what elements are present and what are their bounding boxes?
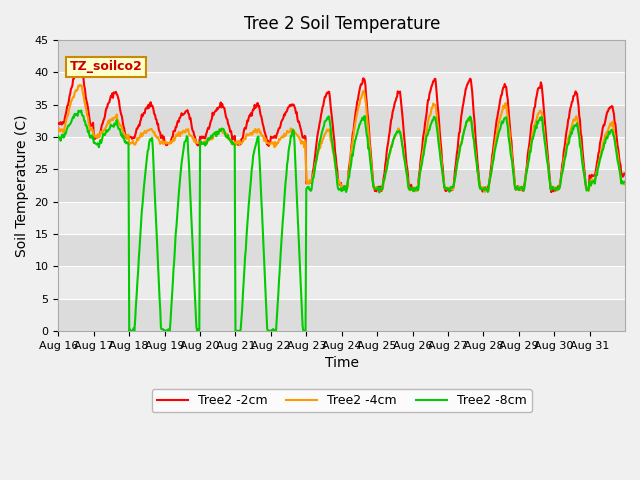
Tree2 -4cm <box>253 127 261 133</box>
Tree2 -4cm <box>226 135 234 141</box>
Tree2 -8cm <box>620 179 628 185</box>
Tree2 -8cm <box>433 125 441 131</box>
Tree2 -2cm <box>275 125 283 131</box>
Tree2 -8cm <box>255 133 262 139</box>
Tree2 -8cm <box>227 137 234 143</box>
Title: Tree 2 Soil Temperature: Tree 2 Soil Temperature <box>243 15 440 33</box>
X-axis label: Time: Time <box>324 356 358 370</box>
Y-axis label: Soil Temperature (C): Soil Temperature (C) <box>15 114 29 257</box>
Bar <box>58 202 625 234</box>
Bar <box>58 169 625 202</box>
Tree2 -4cm <box>54 129 62 134</box>
Bar <box>58 72 625 105</box>
Tree2 -8cm <box>276 267 284 273</box>
Tree2 -2cm <box>401 136 408 142</box>
Text: TZ_soilco2: TZ_soilco2 <box>70 60 143 73</box>
Bar <box>58 40 625 72</box>
Tree2 -8cm <box>122 139 129 144</box>
Tree2 -2cm <box>253 100 261 106</box>
Tree2 -4cm <box>122 133 129 139</box>
Legend: Tree2 -2cm, Tree2 -4cm, Tree2 -8cm: Tree2 -2cm, Tree2 -4cm, Tree2 -8cm <box>152 389 532 412</box>
Tree2 -4cm <box>401 156 408 162</box>
Tree2 -8cm <box>401 161 409 167</box>
Tree2 -2cm <box>226 125 234 131</box>
Tree2 -2cm <box>547 189 555 195</box>
Tree2 -8cm <box>54 133 62 139</box>
Tree2 -2cm <box>54 120 62 126</box>
Bar <box>58 234 625 266</box>
Tree2 -4cm <box>76 82 84 88</box>
Bar <box>58 299 625 331</box>
Tree2 -2cm <box>77 60 85 66</box>
Tree2 -8cm <box>77 108 85 113</box>
Tree2 -2cm <box>432 84 440 89</box>
Tree2 -8cm <box>125 328 133 334</box>
Line: Tree2 -2cm: Tree2 -2cm <box>58 63 624 192</box>
Tree2 -2cm <box>620 170 628 176</box>
Tree2 -2cm <box>122 132 129 138</box>
Tree2 -4cm <box>620 181 628 187</box>
Line: Tree2 -4cm: Tree2 -4cm <box>58 85 624 192</box>
Tree2 -4cm <box>481 189 489 195</box>
Tree2 -4cm <box>275 136 283 142</box>
Bar <box>58 105 625 137</box>
Bar <box>58 137 625 169</box>
Line: Tree2 -8cm: Tree2 -8cm <box>58 110 624 331</box>
Bar <box>58 266 625 299</box>
Tree2 -4cm <box>432 107 440 113</box>
